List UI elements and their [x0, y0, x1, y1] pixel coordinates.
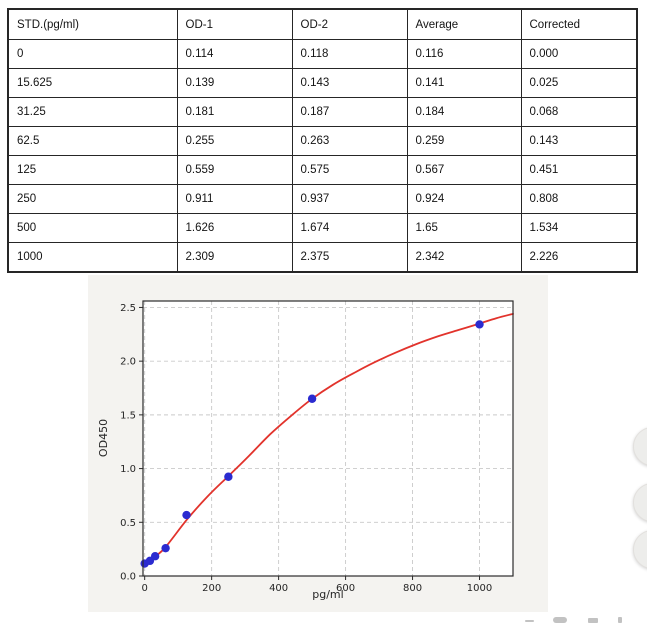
table-cell: 0.114 [176, 39, 293, 69]
table-header-cell: STD.(pg/ml) [7, 8, 178, 40]
table-cell: 1.674 [291, 213, 408, 243]
table-cell: 0.924 [406, 184, 522, 214]
standards-table: STD.(pg/ml) OD-1 OD-2 Average Corrected 0 0.1… [7, 8, 638, 273]
cutoff-text-fragment [525, 620, 534, 622]
y-tick-label: 0.5 [120, 518, 136, 529]
cutoff-text-fragment [553, 617, 567, 623]
table-cell: 0.181 [176, 97, 293, 127]
table-cell: 2.342 [406, 242, 522, 273]
floating-button-top[interactable] [633, 427, 647, 466]
table-row: 15.625 0.139 0.143 0.141 0.025 [7, 68, 638, 98]
y-tick-label: 1.0 [120, 464, 136, 475]
y-tick-label: 2.0 [120, 357, 136, 368]
table-cell: 0.575 [291, 155, 408, 185]
table-row: 31.25 0.181 0.187 0.184 0.068 [7, 97, 638, 127]
table-cell: 0.143 [520, 126, 638, 156]
standards-table-header: STD.(pg/ml) OD-1 OD-2 Average Corrected [7, 8, 638, 40]
table-header-cell: Average [406, 8, 522, 40]
data-point [150, 552, 160, 561]
table-cell: 31.25 [7, 97, 178, 127]
data-point [182, 510, 191, 520]
table-cell: 0.255 [176, 126, 293, 156]
table-cell: 0.808 [520, 184, 638, 214]
table-cell: 1.65 [406, 213, 522, 243]
floating-button-middle[interactable] [633, 483, 647, 522]
table-header-cell: OD-1 [176, 8, 293, 40]
x-tick-label: 1000 [467, 583, 492, 594]
table-cell: 1000 [7, 242, 178, 273]
table-cell: 0.911 [176, 184, 293, 214]
table-header-cell: Corrected [520, 8, 638, 40]
table-header-row: STD.(pg/ml) OD-1 OD-2 Average Corrected [7, 8, 638, 40]
table-cell: 0.937 [291, 184, 408, 214]
table-row: 250 0.911 0.937 0.924 0.808 [7, 184, 638, 214]
table-cell: 0.259 [406, 126, 522, 156]
table-cell: 0 [7, 39, 178, 69]
table-cell: 0.143 [291, 68, 408, 98]
table-cell: 0.567 [406, 155, 522, 185]
x-tick-label: 800 [403, 583, 422, 594]
x-tick-label: 0 [141, 583, 147, 594]
standard-curve-chart: 0 200 400 600 800 1000 0.0 0.5 1.0 1.5 2.0 2.5 pg/m… [97, 300, 514, 601]
table-row: 125 0.559 0.575 0.567 0.451 [7, 155, 638, 185]
table-cell: 1.534 [520, 213, 638, 243]
table-row: 62.5 0.255 0.263 0.259 0.143 [7, 126, 638, 156]
data-point [161, 543, 170, 553]
plot-area [143, 301, 513, 576]
table-row: 500 1.626 1.674 1.65 1.534 [7, 213, 638, 243]
table-cell: 0.118 [291, 39, 408, 69]
table-cell: 0.184 [406, 97, 522, 127]
x-tick-label: 400 [269, 583, 288, 594]
table-cell: 0.263 [291, 126, 408, 156]
table-cell: 125 [7, 155, 178, 185]
standard-curve-figure: 0 200 400 600 800 1000 0.0 0.5 1.0 1.5 2.0 2.5 pg/m… [88, 275, 548, 612]
table-cell: 0.139 [176, 68, 293, 98]
cutoff-text-fragment [588, 618, 598, 623]
table-cell: 1.626 [176, 213, 293, 243]
table-cell: 0.559 [176, 155, 293, 185]
y-axis-label: OD450 [97, 419, 110, 457]
table-cell: 0.451 [520, 155, 638, 185]
plot-border [142, 300, 514, 577]
x-tick-label: 200 [202, 583, 221, 594]
table-cell: 0.187 [291, 97, 408, 127]
table-cell: 0.000 [520, 39, 638, 69]
y-tick-label: 2.5 [120, 303, 136, 314]
table-cell: 500 [7, 213, 178, 243]
table-cell: 0.141 [406, 68, 522, 98]
floating-button-bottom[interactable] [633, 530, 647, 569]
table-cell: 2.375 [291, 242, 408, 273]
table-cell: 0.025 [520, 68, 638, 98]
x-axis-label: pg/ml [312, 588, 343, 601]
cutoff-text-fragment [618, 617, 622, 623]
table-row: 1000 2.309 2.375 2.342 2.226 [7, 242, 638, 273]
table-cell: 0.068 [520, 97, 638, 127]
table-header-cell: OD-2 [291, 8, 408, 40]
table-cell: 250 [7, 184, 178, 214]
data-point [475, 320, 484, 329]
data-point [224, 472, 233, 481]
table-cell: 2.309 [176, 242, 293, 273]
table-cell: 62.5 [7, 126, 178, 156]
table-cell: 2.226 [520, 242, 638, 273]
table-cell: 15.625 [7, 68, 178, 98]
data-point [307, 394, 317, 403]
table-row: 0 0.114 0.118 0.116 0.000 [7, 39, 638, 69]
y-tick-label: 1.5 [120, 410, 136, 421]
table-cell: 0.116 [406, 39, 522, 69]
y-tick-label: 0.0 [120, 572, 136, 583]
standards-table-body: 0 0.114 0.118 0.116 0.000 15.625 0.139 0.143 0.1… [7, 39, 638, 273]
x-tick-label: 600 [336, 583, 355, 594]
